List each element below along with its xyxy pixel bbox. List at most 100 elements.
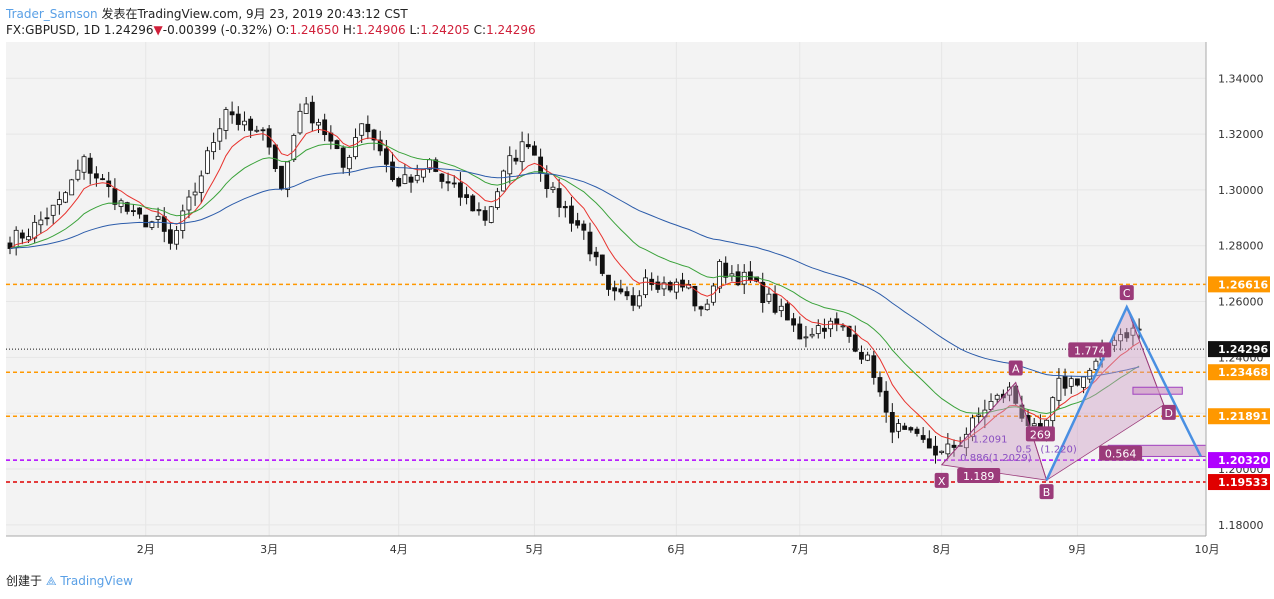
x-tick-label: 10月: [1194, 543, 1219, 556]
candle-body: [260, 129, 266, 132]
candle-body: [254, 129, 260, 132]
candle-body: [1075, 378, 1080, 386]
candle-body: [297, 110, 303, 134]
price-level-label: 1.26616: [1218, 278, 1268, 291]
candle-body: [482, 210, 488, 221]
candle-body: [575, 220, 581, 226]
pattern-point-badge: [1119, 285, 1134, 301]
time-axis[interactable]: 2月 3月 4月 5月 6月 7月 8月 9月 10月: [137, 543, 1220, 556]
high-value: 1.24906: [356, 23, 406, 37]
candle-body: [1019, 404, 1025, 419]
candle-body: [291, 135, 297, 161]
low-value: 1.24205: [420, 23, 470, 37]
candle-body: [513, 157, 519, 162]
candle-body: [445, 181, 451, 184]
ratio-label: 269: [1030, 428, 1051, 441]
candle-body: [223, 109, 229, 131]
candle-body: [1112, 339, 1117, 346]
candle-body: [390, 161, 395, 181]
ema-slow: [9, 165, 1140, 377]
price-axis[interactable]: 1.340001.320001.300001.280001.260001.240…: [1208, 72, 1270, 532]
reversal-zone: [1132, 386, 1183, 395]
published-info: 发表在TradingView.com, 9月 23, 2019 20:43:12…: [101, 7, 408, 21]
candle-body: [1013, 385, 1019, 404]
x-tick-label: 6月: [667, 543, 685, 556]
fib-note: 0.886(1.2029): [960, 453, 1032, 464]
ratio-label: 0.564: [1105, 448, 1137, 461]
candle-body: [168, 229, 173, 244]
tradingview-brand[interactable]: TradingView: [60, 574, 133, 588]
candle-body: [285, 161, 291, 190]
candle-body: [488, 206, 494, 223]
candle-body: [889, 412, 895, 433]
candle-body: [636, 295, 642, 307]
close-label: C:: [473, 23, 487, 37]
price-levels: [6, 283, 1206, 483]
candle-body: [161, 216, 167, 232]
pattern-point-label: D: [1165, 407, 1173, 420]
candle-body: [581, 223, 587, 231]
high-label: H:: [342, 23, 356, 37]
candle-body: [550, 186, 556, 191]
candle-body: [673, 281, 679, 293]
candle-body: [81, 156, 87, 173]
ratio-label: 1.774: [1074, 344, 1106, 357]
candle-body: [266, 128, 272, 148]
candle-body: [865, 354, 871, 361]
author-name[interactable]: Trader_Samson: [6, 7, 98, 21]
candle-body: [32, 221, 38, 239]
candle-body: [69, 179, 75, 196]
candle-body: [815, 325, 821, 335]
candle-body: [414, 175, 420, 181]
price-level-label: 1.19533: [1218, 476, 1268, 489]
y-tick-label: 1.30000: [1218, 184, 1264, 197]
low-label: L:: [409, 23, 421, 37]
candle-body: [920, 435, 926, 440]
candle-body: [791, 318, 796, 326]
candle-body: [593, 251, 599, 258]
candle-body: [822, 327, 827, 332]
x-tick-label: 4月: [390, 543, 408, 556]
candle-body: [340, 147, 346, 168]
y-tick-label: 1.18000: [1218, 519, 1264, 532]
y-tick-label: 1.28000: [1218, 240, 1264, 253]
candle-body: [803, 336, 809, 339]
last-price: 1.24296: [103, 23, 154, 37]
ema-fast: [9, 128, 1140, 442]
footer: 创建于 ⟁ TradingView: [6, 572, 133, 589]
price-level-label: 1.23468: [1218, 366, 1268, 379]
close-value: 1.24296: [486, 23, 536, 37]
symbol-label[interactable]: FX:GBPUSD, 1D: [6, 23, 101, 37]
pattern-point-badge: [1161, 404, 1176, 420]
open-value: 1.24650: [289, 23, 340, 37]
candle-body: [760, 281, 766, 304]
candle-body: [75, 169, 81, 180]
candle-body: [402, 174, 408, 184]
candle-body: [877, 377, 883, 393]
candle-body: [211, 142, 217, 153]
ratio-badge: [1068, 342, 1112, 358]
candle-body: [93, 173, 99, 179]
candle-body: [303, 103, 309, 114]
candle-body: [532, 145, 537, 156]
candle-body: [556, 188, 562, 208]
candle-body: [692, 285, 698, 307]
candle-body: [143, 214, 149, 228]
candle-body: [1124, 332, 1130, 339]
candle-body: [507, 155, 513, 175]
candle-body: [322, 119, 328, 136]
x-tick-label: 9月: [1068, 543, 1086, 556]
candle-body: [735, 271, 741, 286]
candle-body: [26, 236, 31, 241]
candle-body: [1093, 360, 1099, 370]
tradingview-logo-icon[interactable]: ⟁: [45, 574, 57, 588]
candle-body: [229, 111, 235, 116]
publish-line: Trader_Samson 发表在TradingView.com, 9月 23,…: [6, 6, 536, 22]
y-tick-label: 1.32000: [1218, 128, 1264, 141]
candle-body: [840, 325, 846, 328]
candle-body: [439, 173, 445, 182]
candle-body: [945, 443, 951, 455]
fib-note: (1.220): [1040, 444, 1077, 455]
candle-body: [778, 305, 784, 312]
